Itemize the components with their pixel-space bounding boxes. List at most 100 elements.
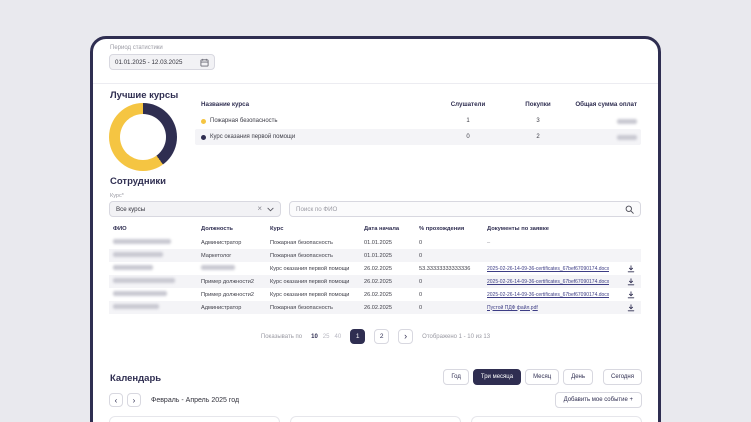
employee-course: Курс оказания первой помощи bbox=[270, 291, 350, 298]
purchases-count: 3 bbox=[536, 118, 540, 124]
clear-icon[interactable]: × bbox=[257, 204, 262, 213]
employee-position: Маркетолог bbox=[201, 252, 232, 259]
prev-period-button[interactable]: ‹ bbox=[109, 393, 123, 407]
calendar-month-columns bbox=[109, 416, 642, 422]
download-icon[interactable] bbox=[627, 277, 635, 286]
calendar-range-label: Февраль - Апрель 2025 год bbox=[151, 396, 240, 404]
page-size-label: Показывать по bbox=[260, 333, 303, 340]
divider bbox=[93, 83, 658, 84]
employee-start-date: 26.02.2025 bbox=[364, 265, 392, 272]
employee-position: Администратор bbox=[201, 304, 242, 311]
col-position: Должность bbox=[201, 225, 233, 232]
document-link[interactable]: 2025-02-26-14-09-36-certificates_67bef67… bbox=[487, 265, 610, 272]
page-button-1[interactable]: 1 bbox=[350, 329, 366, 344]
document-link[interactable]: 2025-02-26-14-09-36-certificates_67bef67… bbox=[487, 291, 610, 298]
employee-progress: 0 bbox=[419, 239, 423, 246]
employee-course: Пожарная безопасность bbox=[270, 239, 333, 246]
pagination-summary: Отображено 1 - 10 из 13 bbox=[422, 333, 491, 340]
calendar-view-switcher: Год Три месяца Месяц День Сегодня bbox=[443, 369, 642, 385]
download-icon[interactable] bbox=[627, 303, 635, 312]
employee-progress: 0 bbox=[419, 291, 423, 298]
course-filter-label: Курс* bbox=[110, 193, 124, 199]
employee-course: Курс оказания первой помощи bbox=[270, 278, 350, 285]
employee-name-redacted bbox=[113, 252, 201, 259]
col-course-name: Название курса bbox=[201, 100, 250, 108]
employee-course: Пожарная безопасность bbox=[270, 252, 333, 259]
view-day-button[interactable]: День bbox=[563, 369, 593, 385]
legend-dot-yellow bbox=[201, 118, 206, 124]
employee-name-redacted bbox=[113, 304, 201, 311]
employee-position: Администратор bbox=[201, 239, 242, 246]
col-fio: ФИО bbox=[113, 225, 127, 232]
employee-name-redacted bbox=[113, 265, 201, 272]
page-button-2[interactable]: 2 bbox=[374, 329, 390, 344]
document-link[interactable]: Пустой ПДФ файл.pdf bbox=[487, 304, 538, 311]
today-button[interactable]: Сегодня bbox=[603, 369, 642, 385]
employee-progress: 0 bbox=[419, 304, 423, 311]
col-listeners: Слушатели bbox=[450, 100, 486, 108]
table-row: Пример должности2 Курс оказания первой п… bbox=[109, 275, 641, 288]
employees-title: Сотрудники bbox=[110, 176, 167, 187]
required-mark: * bbox=[121, 193, 124, 199]
view-month-button[interactable]: Месяц bbox=[525, 369, 560, 385]
page-size-25[interactable]: 25 bbox=[322, 333, 330, 340]
course-filter-value: Все курсы bbox=[116, 205, 146, 213]
dashboard-card: Период статистики 01.01.2025 - 12.03.202… bbox=[90, 36, 661, 422]
employee-start-date: 01.01.2025 bbox=[364, 252, 392, 259]
total-paid-redacted bbox=[573, 134, 641, 140]
next-period-button[interactable]: › bbox=[127, 393, 141, 407]
col-purchases: Покупки bbox=[525, 100, 551, 108]
col-total-paid: Общая сумма оплат bbox=[575, 100, 637, 108]
col-documents: Документы по заявке bbox=[487, 225, 549, 232]
best-courses-table: Название курса Слушатели Покупки Общая с… bbox=[195, 95, 641, 145]
legend-dot-dark bbox=[201, 134, 206, 140]
table-row: Курс оказания первой помощи 0 2 bbox=[195, 129, 641, 145]
table-header-row: ФИО Должность Курс Дата начала % прохожд… bbox=[109, 221, 641, 236]
table-row: Администратор Пожарная безопасность 26.0… bbox=[109, 301, 641, 314]
course-name: Курс оказания первой помощи bbox=[210, 134, 296, 140]
employee-position: Пример должности2 bbox=[201, 291, 254, 298]
employee-progress: 0 bbox=[419, 252, 423, 259]
table-row: Маркетолог Пожарная безопасность 01.01.2… bbox=[109, 249, 641, 262]
employee-course: Пожарная безопасность bbox=[270, 304, 333, 311]
add-event-button[interactable]: Добавить мое событие + bbox=[554, 392, 642, 408]
download-icon[interactable] bbox=[627, 290, 635, 299]
employee-position: Пример должности2 bbox=[201, 278, 254, 285]
period-date-range-input[interactable]: 01.01.2025 - 12.03.2025 bbox=[109, 54, 215, 70]
calendar-month-column bbox=[290, 416, 461, 422]
employee-start-date: 26.02.2025 bbox=[364, 278, 392, 285]
download-icon[interactable] bbox=[627, 264, 635, 273]
document-link[interactable]: 2025-02-26-14-09-36-certificates_67bef67… bbox=[487, 278, 610, 285]
table-row: Пожарная безопасность 1 3 bbox=[195, 113, 641, 129]
col-progress: % прохождения bbox=[419, 225, 465, 232]
search-icon[interactable] bbox=[625, 205, 634, 214]
listeners-count: 0 bbox=[466, 134, 470, 140]
document-none: – bbox=[487, 239, 491, 246]
calendar-month-column bbox=[109, 416, 280, 422]
table-header-row: Название курса Слушатели Покупки Общая с… bbox=[195, 95, 641, 113]
employee-name-redacted bbox=[113, 291, 201, 298]
employee-start-date: 26.02.2025 bbox=[364, 291, 392, 298]
period-date-range-value: 01.01.2025 - 12.03.2025 bbox=[115, 58, 183, 66]
page-size-10[interactable]: 10 bbox=[311, 333, 318, 340]
employee-name-redacted bbox=[113, 239, 201, 246]
page-size-40[interactable]: 40 bbox=[334, 333, 342, 340]
chevron-down-icon[interactable] bbox=[267, 207, 274, 212]
pagination: Показывать по 10 25 40 1 2 › Отображено … bbox=[93, 329, 658, 344]
table-row: Курс оказания первой помощи 26.02.2025 5… bbox=[109, 262, 641, 275]
search-field bbox=[289, 201, 641, 217]
view-three-months-button[interactable]: Три месяца bbox=[472, 369, 522, 385]
next-page-button[interactable]: › bbox=[398, 329, 414, 344]
col-course: Курс bbox=[270, 225, 284, 232]
calendar-nav: ‹ › Февраль - Апрель 2025 год bbox=[109, 393, 239, 407]
calendar-icon[interactable] bbox=[200, 58, 209, 67]
col-start-date: Дата начала bbox=[364, 225, 400, 232]
view-year-button[interactable]: Год bbox=[443, 369, 469, 385]
course-filter-dropdown[interactable]: Все курсы × bbox=[109, 201, 281, 217]
best-courses-title: Лучшие курсы bbox=[110, 90, 179, 101]
employee-position-redacted bbox=[201, 265, 270, 272]
course-name: Пожарная безопасность bbox=[210, 118, 278, 124]
search-input[interactable] bbox=[296, 205, 620, 213]
employee-progress: 53.33333333333336 bbox=[419, 265, 471, 272]
purchases-count: 2 bbox=[536, 134, 540, 140]
